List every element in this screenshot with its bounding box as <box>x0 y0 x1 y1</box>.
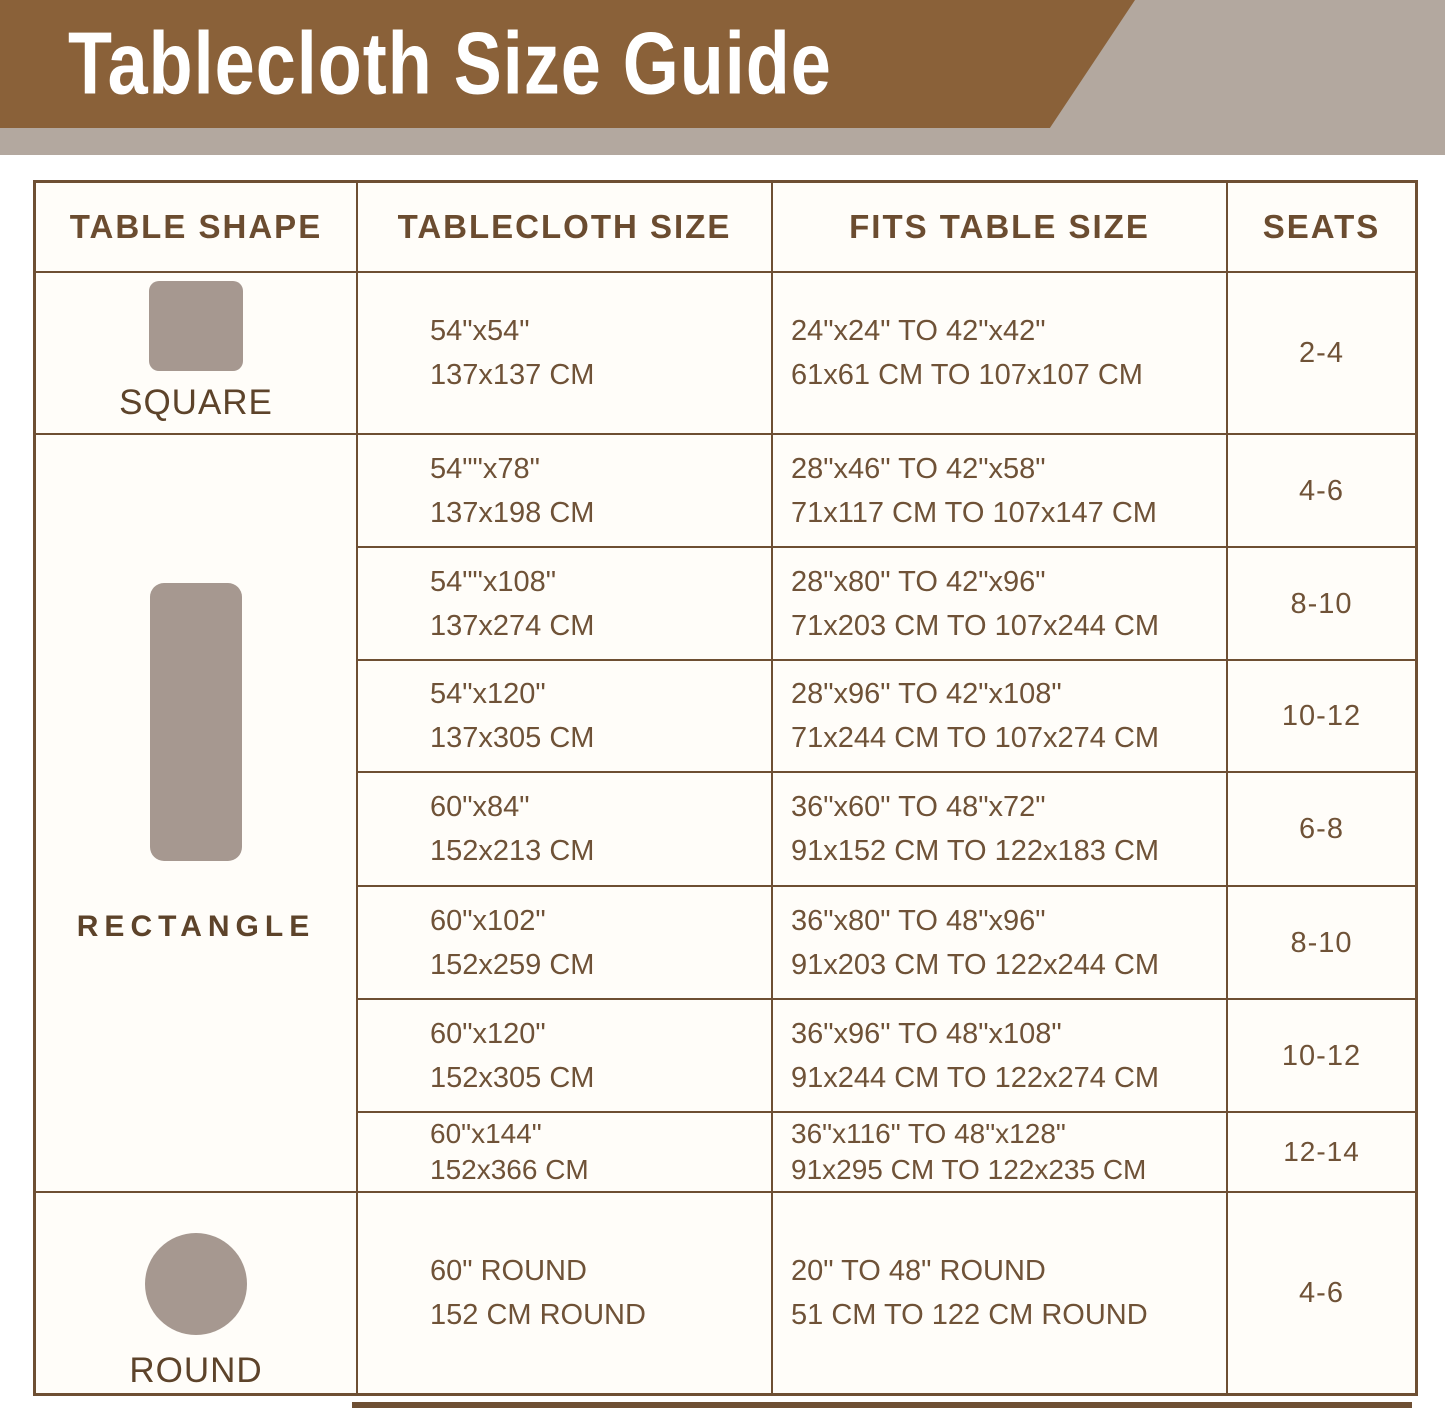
tablecloth-size-cell: 60"x144" 152x366 CM <box>358 1113 773 1193</box>
fits-cm: 91x203 CM TO 122x244 CM <box>791 948 1160 981</box>
tablecloth-size-cell: 54"x120" 137x305 CM <box>358 661 773 773</box>
column-header-table-shape: TABLE SHAPE <box>36 183 358 273</box>
header-band: Tablecloth Size Guide <box>0 0 1445 155</box>
tablecloth-size-cell: 60"x84" 152x213 CM <box>358 773 773 887</box>
fits-table-size-cell: 24"x24" TO 42"x42" 61x61 CM TO 107x107 C… <box>773 273 1228 435</box>
fits-inches: 20" TO 48" ROUND <box>791 1255 1046 1287</box>
shape-label-rectangle: RECTANGLE <box>76 910 316 943</box>
size-inches: 54"x54" <box>430 315 530 347</box>
tablecloth-size-cell: 54""x108" 137x274 CM <box>358 548 773 661</box>
seats-cell: 4-6 <box>1228 435 1415 548</box>
seats-cell: 8-10 <box>1228 548 1415 661</box>
fits-table-size-cell: 28"x46" TO 42"x58" 71x117 CM TO 107x147 … <box>773 435 1228 548</box>
size-inches: 60"x102" <box>430 904 546 937</box>
fits-table-size-cell: 28"x96" TO 42"x108" 71x244 CM TO 107x274… <box>773 661 1228 773</box>
title-banner <box>0 0 1135 128</box>
square-shape-icon <box>149 281 243 371</box>
shape-label-round: ROUND <box>129 1351 263 1390</box>
tablecloth-size-cell: 60" ROUND 152 CM ROUND <box>358 1193 773 1393</box>
fits-cm: 91x152 CM TO 122x183 CM <box>791 835 1160 867</box>
fits-cm: 71x117 CM TO 107x147 CM <box>791 496 1157 529</box>
fits-cm: 91x244 CM TO 122x274 CM <box>791 1061 1160 1094</box>
shape-cell-rectangle: RECTANGLE <box>36 435 358 1193</box>
tablecloth-size-cell: 60"x102" 152x259 CM <box>358 887 773 1000</box>
shape-label-square: SQUARE <box>119 383 273 422</box>
size-cm: 152x259 CM <box>430 948 595 981</box>
fits-cm: 91x295 CM TO 122x235 CM <box>791 1154 1147 1185</box>
shape-cell-round: ROUND <box>36 1193 358 1393</box>
fits-inches: 28"x80" TO 42"x96" <box>791 565 1046 598</box>
tablecloth-size-cell: 54""x78" 137x198 CM <box>358 435 773 548</box>
round-shape-icon <box>145 1233 247 1335</box>
tablecloth-size-cell: 60"x120" 152x305 CM <box>358 1000 773 1113</box>
seats-cell: 10-12 <box>1228 661 1415 773</box>
fits-table-size-cell: 36"x60" TO 48"x72" 91x152 CM TO 122x183 … <box>773 773 1228 887</box>
column-header-tablecloth-size: TABLECLOTH SIZE <box>358 183 773 273</box>
shape-cell-square: SQUARE <box>36 273 358 435</box>
bottom-edge-strip <box>352 1402 1412 1408</box>
page-title: Tablecloth Size Guide <box>68 15 832 113</box>
fits-table-size-cell: 20" TO 48" ROUND 51 CM TO 122 CM ROUND <box>773 1193 1228 1393</box>
fits-inches: 36"x60" TO 48"x72" <box>791 791 1046 823</box>
fits-inches: 36"x96" TO 48"x108" <box>791 1017 1062 1050</box>
seats-cell: 6-8 <box>1228 773 1415 887</box>
seats-cell: 4-6 <box>1299 1277 1344 1309</box>
fits-inches: 36"x116" TO 48"x128" <box>791 1118 1066 1149</box>
fits-cm: 51 CM TO 122 CM ROUND <box>791 1299 1148 1331</box>
size-guide-table: TABLE SHAPE TABLECLOTH SIZE FITS TABLE S… <box>33 180 1418 1396</box>
fits-inches: 24"x24" TO 42"x42" <box>791 315 1046 347</box>
fits-inches: 36"x80" TO 48"x96" <box>791 904 1046 937</box>
fits-cm: 61x61 CM TO 107x107 CM <box>791 359 1143 391</box>
size-cm: 137x274 CM <box>430 609 595 642</box>
size-inches: 60"x84" <box>430 791 530 823</box>
seats-cell: 2-4 <box>1228 273 1415 435</box>
seats-cell: 12-14 <box>1228 1113 1415 1193</box>
size-inches: 54""x108" <box>430 565 557 598</box>
size-inches: 60" ROUND <box>430 1255 587 1287</box>
tablecloth-size-cell: 54"x54" 137x137 CM <box>358 273 773 435</box>
column-header-seats: SEATS <box>1228 183 1415 273</box>
size-cm: 152x213 CM <box>430 835 595 867</box>
size-cm: 137x198 CM <box>430 496 595 529</box>
fits-table-size-cell: 36"x116" TO 48"x128" 91x295 CM TO 122x23… <box>773 1113 1228 1193</box>
size-cm: 152 CM ROUND <box>430 1299 646 1331</box>
size-cm: 152x305 CM <box>430 1061 595 1094</box>
fits-cm: 71x203 CM TO 107x244 CM <box>791 609 1160 642</box>
fits-table-size-cell: 36"x96" TO 48"x108" 91x244 CM TO 122x274… <box>773 1000 1228 1113</box>
fits-table-size-cell: 28"x80" TO 42"x96" 71x203 CM TO 107x244 … <box>773 548 1228 661</box>
fits-inches: 28"x96" TO 42"x108" <box>791 678 1062 710</box>
size-inches: 54""x78" <box>430 452 540 485</box>
size-inches: 60"x120" <box>430 1017 546 1050</box>
fits-inches: 28"x46" TO 42"x58" <box>791 452 1046 485</box>
fits-cm: 71x244 CM TO 107x274 CM <box>791 722 1160 754</box>
size-inches: 54"x120" <box>430 678 546 710</box>
column-header-fits-table-size: FITS TABLE SIZE <box>773 183 1228 273</box>
rectangle-shape-icon <box>150 583 242 861</box>
size-cm: 137x137 CM <box>430 359 595 391</box>
seats-cell: 10-12 <box>1228 1000 1415 1113</box>
seats-cell: 8-10 <box>1228 887 1415 1000</box>
size-cm: 137x305 CM <box>430 722 595 754</box>
size-inches: 60"x144" <box>430 1118 542 1149</box>
size-cm: 152x366 CM <box>430 1154 589 1185</box>
fits-table-size-cell: 36"x80" TO 48"x96" 91x203 CM TO 122x244 … <box>773 887 1228 1000</box>
